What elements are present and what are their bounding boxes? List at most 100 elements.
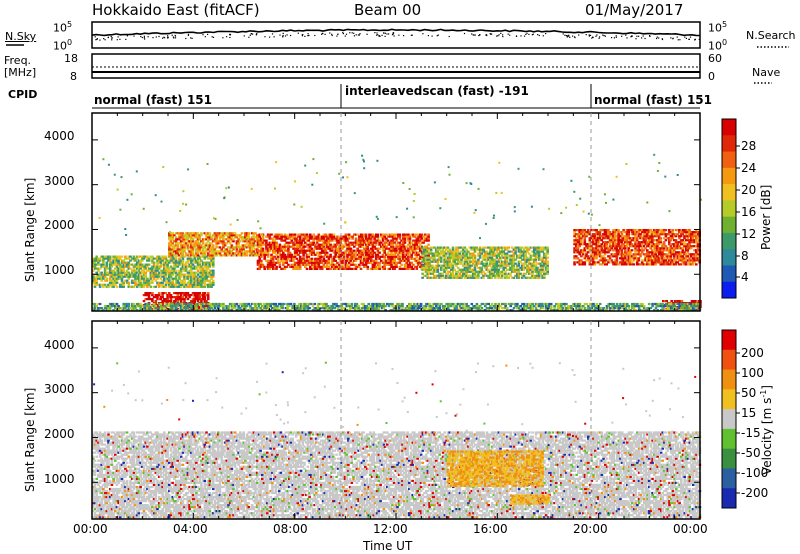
heatmap-cell bbox=[298, 265, 302, 268]
heatmap-cell bbox=[381, 237, 385, 240]
heatmap-cell bbox=[451, 266, 455, 269]
nsearch-dot bbox=[489, 33, 491, 35]
heatmap-cell bbox=[441, 248, 445, 251]
heatmap-cell bbox=[364, 251, 368, 254]
heatmap-cell bbox=[439, 260, 443, 263]
heatmap-cell bbox=[418, 237, 422, 240]
heatmap-cell bbox=[300, 257, 304, 260]
heatmap-cell bbox=[537, 262, 541, 265]
heatmap-cell bbox=[349, 249, 353, 252]
heatmap-cell bbox=[225, 242, 229, 245]
heatmap-cell bbox=[208, 254, 212, 257]
heatmap-cell bbox=[603, 263, 607, 266]
heatmap-cell bbox=[366, 239, 370, 242]
heatmap-cell bbox=[473, 248, 477, 251]
heatmap-cell bbox=[176, 285, 180, 288]
heatmap-cell bbox=[364, 261, 368, 264]
heatmap-cell bbox=[196, 242, 200, 245]
heatmap-cell bbox=[691, 237, 695, 240]
heatmap-cell bbox=[258, 263, 261, 266]
heatmap-cell bbox=[373, 261, 376, 264]
heatmap-cell bbox=[307, 237, 310, 240]
heatmap-cell bbox=[381, 247, 385, 250]
nsearch-dot bbox=[602, 34, 604, 36]
heatmap-cell bbox=[331, 259, 334, 262]
heatmap-cell bbox=[92, 269, 95, 272]
heatmap-cell bbox=[519, 248, 522, 251]
heatmap-cell bbox=[240, 250, 244, 253]
heatmap-cell bbox=[228, 248, 232, 251]
heatmap-cell bbox=[668, 255, 671, 258]
heatmap-cell bbox=[366, 259, 370, 262]
heatmap-cell bbox=[102, 277, 105, 280]
heatmap-cell bbox=[359, 261, 363, 264]
heatmap-cell bbox=[156, 259, 159, 262]
heatmap-cell bbox=[686, 235, 690, 238]
heatmap-cell bbox=[512, 258, 516, 261]
heatmap-cell bbox=[424, 254, 428, 257]
heatmap-cell bbox=[654, 263, 657, 266]
heatmap-cell bbox=[593, 253, 597, 256]
heatmap-cell bbox=[395, 255, 398, 258]
heatmap-cell bbox=[222, 246, 225, 249]
heatmap-cell bbox=[398, 259, 402, 262]
heatmap-cell bbox=[446, 250, 450, 253]
heatmap-cell bbox=[227, 232, 230, 235]
heatmap-cell bbox=[174, 269, 178, 272]
heatmap-cell bbox=[573, 243, 576, 246]
heatmap-cell bbox=[191, 250, 195, 253]
heatmap-cell bbox=[681, 247, 685, 250]
heatmap-cell bbox=[426, 256, 429, 259]
heatmap-cell bbox=[439, 246, 443, 249]
nsearch-dot bbox=[523, 35, 526, 37]
heatmap-cell bbox=[659, 229, 663, 232]
heatmap-cell bbox=[428, 266, 431, 269]
velocity-ytick-4000: 4000 bbox=[44, 338, 75, 352]
heatmap-cell bbox=[536, 266, 539, 269]
heatmap-cell bbox=[135, 265, 139, 268]
heatmap-cell bbox=[359, 237, 363, 240]
heatmap-cell bbox=[415, 253, 419, 256]
heatmap-cell bbox=[223, 250, 227, 253]
heatmap-cell bbox=[201, 285, 205, 288]
heatmap-cell bbox=[184, 302, 188, 305]
heatmap-cell bbox=[427, 239, 430, 242]
heatmap-cell bbox=[455, 246, 458, 249]
heatmap-cell bbox=[461, 250, 465, 253]
heatmap-cell bbox=[227, 240, 230, 243]
heatmap-cell bbox=[458, 276, 462, 279]
heatmap-cell bbox=[434, 270, 438, 273]
heatmap-cell bbox=[651, 259, 654, 262]
heatmap-cell bbox=[347, 245, 351, 248]
heatmap-cell bbox=[617, 231, 620, 234]
heatmap-cell bbox=[509, 260, 512, 263]
heatmap-cell bbox=[635, 239, 639, 242]
heatmap-cell bbox=[659, 231, 663, 234]
heatmap-cell bbox=[385, 233, 388, 236]
heatmap-cell bbox=[529, 264, 533, 267]
heatmap-cell bbox=[605, 245, 608, 248]
heatmap-cell bbox=[531, 258, 534, 261]
heatmap-cell bbox=[151, 275, 154, 278]
heatmap-cell bbox=[178, 275, 181, 278]
heatmap-cell bbox=[590, 263, 593, 266]
heatmap-cell bbox=[467, 250, 470, 253]
heatmap-cell bbox=[293, 261, 297, 264]
heatmap-cell bbox=[275, 257, 278, 260]
heatmap-cell bbox=[461, 254, 465, 257]
nsearch-dot bbox=[676, 36, 678, 38]
heatmap-cell bbox=[201, 296, 205, 299]
heatmap-cell bbox=[98, 257, 102, 260]
heatmap-cell bbox=[436, 248, 440, 251]
heatmap-cell bbox=[421, 252, 424, 255]
heatmap-cell bbox=[168, 242, 171, 245]
heatmap-cell bbox=[283, 261, 287, 264]
heatmap-cell bbox=[250, 252, 254, 255]
heatmap-cell bbox=[363, 235, 366, 238]
heatmap-cell bbox=[201, 263, 205, 266]
heatmap-cell bbox=[629, 255, 632, 258]
heatmap-cell bbox=[115, 255, 119, 258]
heatmap-cell bbox=[297, 265, 300, 268]
heatmap-cell bbox=[112, 285, 115, 288]
heatmap-cell bbox=[373, 251, 376, 254]
